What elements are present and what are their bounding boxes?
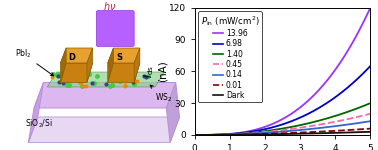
Text: $h\nu$: $h\nu$ bbox=[103, 0, 116, 12]
Polygon shape bbox=[108, 63, 140, 83]
Polygon shape bbox=[108, 48, 113, 82]
Text: PbI$_2$: PbI$_2$ bbox=[15, 48, 54, 76]
Polygon shape bbox=[87, 48, 93, 82]
Polygon shape bbox=[60, 48, 66, 82]
Polygon shape bbox=[60, 63, 93, 83]
Text: S: S bbox=[116, 53, 122, 62]
FancyBboxPatch shape bbox=[96, 11, 134, 46]
Text: SiO$_2$/Si: SiO$_2$/Si bbox=[25, 117, 52, 129]
Polygon shape bbox=[28, 82, 43, 142]
Polygon shape bbox=[47, 72, 164, 87]
Y-axis label: $I_{\mathrm{ds}}$
(nA): $I_{\mathrm{ds}}$ (nA) bbox=[142, 60, 167, 82]
Polygon shape bbox=[166, 82, 180, 142]
Polygon shape bbox=[28, 117, 180, 142]
Polygon shape bbox=[34, 82, 176, 108]
Polygon shape bbox=[134, 48, 140, 82]
Polygon shape bbox=[60, 48, 93, 63]
Polygon shape bbox=[108, 48, 140, 63]
Text: D: D bbox=[68, 53, 75, 62]
Text: WS$_2$: WS$_2$ bbox=[150, 85, 172, 104]
Legend: 13.96, 6.98, 1.40, 0.45, 0.14, 0.01, Dark: 13.96, 6.98, 1.40, 0.45, 0.14, 0.01, Dar… bbox=[198, 11, 262, 102]
